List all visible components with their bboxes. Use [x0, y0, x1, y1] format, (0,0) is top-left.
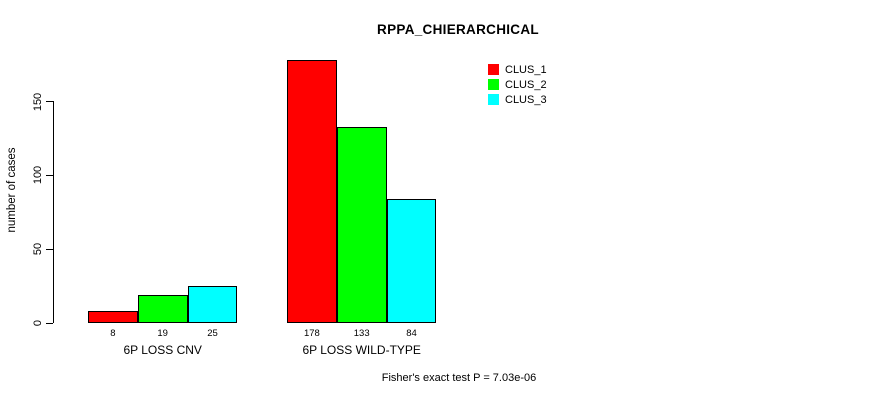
- legend-label: CLUS_2: [505, 78, 547, 91]
- legend-label: CLUS_3: [505, 93, 547, 106]
- bar-clus_2: [137, 294, 188, 323]
- y-tick-label: 0: [32, 319, 44, 327]
- bar-clus_2: [336, 126, 387, 323]
- y-tick-label: 100: [32, 166, 44, 185]
- legend-swatch: [488, 94, 499, 105]
- legend-item: CLUS_2: [488, 77, 547, 92]
- y-axis-title: number of cases: [6, 147, 18, 233]
- chart-title: RPPA_CHIERARCHICAL: [377, 22, 539, 37]
- legend-item: CLUS_3: [488, 92, 547, 107]
- bar-clus_3: [386, 198, 437, 323]
- x-category-label: 6P LOSS CNV: [123, 343, 202, 357]
- y-tick-mark: [46, 248, 53, 250]
- bar-clus_1: [287, 60, 337, 323]
- bar-value-label: 19: [157, 328, 168, 339]
- y-tick-label: 50: [32, 243, 44, 256]
- fisher-test-annotation: Fisher's exact test P = 7.03e-06: [381, 372, 537, 384]
- bar-value-label: 25: [207, 328, 218, 339]
- bar-value-label: 84: [406, 328, 417, 339]
- y-tick-mark: [46, 101, 53, 102]
- y-tick-mark: [46, 174, 53, 176]
- bar-clus_3: [187, 286, 238, 323]
- bar-value-label: 8: [110, 328, 116, 339]
- x-category-label: 6P LOSS WILD-TYPE: [302, 343, 421, 357]
- bar-clus_1: [88, 311, 138, 323]
- bar-value-label: 133: [353, 328, 370, 339]
- legend-item: CLUS_1: [488, 62, 547, 77]
- y-tick-label: 150: [32, 92, 44, 111]
- legend-swatch: [488, 79, 499, 90]
- legend-label: CLUS_1: [505, 63, 547, 76]
- y-tick-mark: [46, 322, 53, 324]
- bar-value-label: 178: [303, 328, 320, 339]
- legend-swatch: [488, 64, 499, 75]
- legend: CLUS_1 CLUS_2 CLUS_3: [488, 62, 547, 107]
- y-axis-line: [53, 101, 54, 323]
